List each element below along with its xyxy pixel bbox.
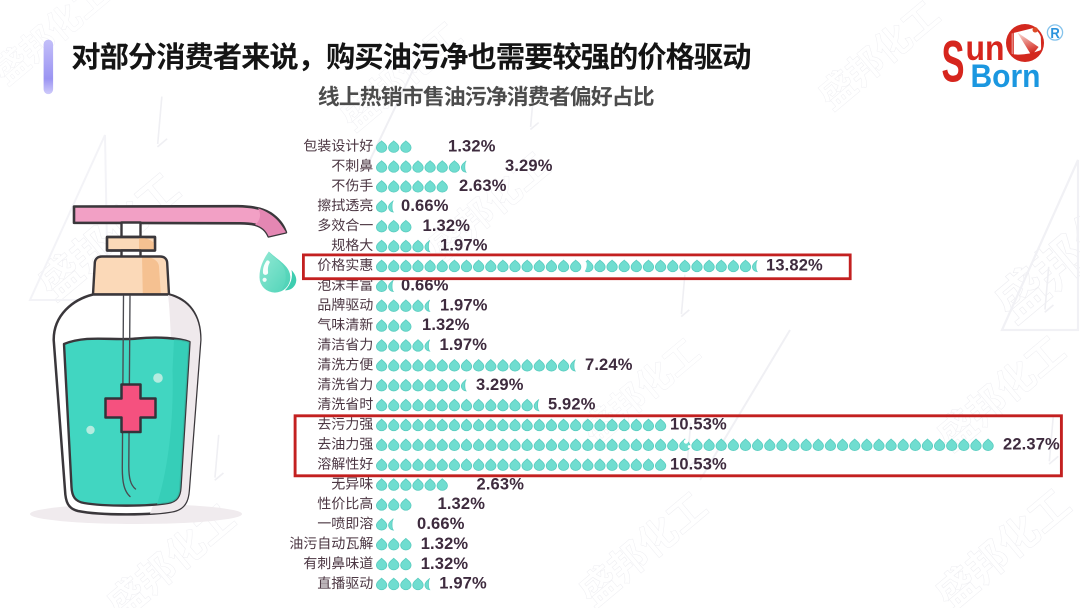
svg-text:3.29%: 3.29% xyxy=(476,376,524,394)
svg-text:2.63%: 2.63% xyxy=(459,177,507,195)
svg-text:0.66%: 0.66% xyxy=(401,277,449,295)
svg-text:7.24%: 7.24% xyxy=(585,356,633,374)
svg-text:un: un xyxy=(966,29,1005,68)
svg-text:22.37%: 22.37% xyxy=(1003,436,1060,454)
svg-text:5.92%: 5.92% xyxy=(548,396,596,414)
svg-text:1.32%: 1.32% xyxy=(422,316,470,334)
svg-text:S: S xyxy=(942,30,965,95)
svg-text:2.63%: 2.63% xyxy=(477,475,525,493)
svg-text:Born: Born xyxy=(971,58,1041,94)
svg-text:1.97%: 1.97% xyxy=(439,575,487,593)
svg-text:3.29%: 3.29% xyxy=(505,157,553,175)
svg-text:10.53%: 10.53% xyxy=(670,416,727,434)
svg-text:1.32%: 1.32% xyxy=(421,555,469,573)
svg-text:1.32%: 1.32% xyxy=(438,495,486,513)
svg-text:1.97%: 1.97% xyxy=(440,296,488,314)
svg-text:0.66%: 0.66% xyxy=(401,197,449,215)
svg-text:10.53%: 10.53% xyxy=(670,455,727,473)
svg-text:13.82%: 13.82% xyxy=(766,257,823,275)
svg-text:0.66%: 0.66% xyxy=(417,515,465,533)
svg-text:1.32%: 1.32% xyxy=(448,137,496,155)
svg-text:1.97%: 1.97% xyxy=(440,237,488,255)
svg-text:1.97%: 1.97% xyxy=(440,336,488,354)
svg-text:R: R xyxy=(1050,25,1060,42)
svg-text:1.32%: 1.32% xyxy=(421,535,469,553)
svg-text:1.32%: 1.32% xyxy=(423,217,471,235)
